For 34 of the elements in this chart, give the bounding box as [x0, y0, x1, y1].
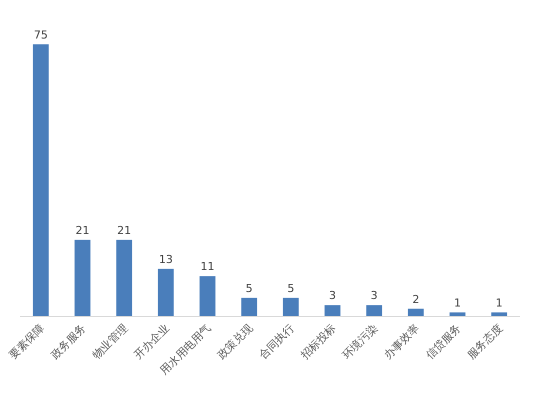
- x-tick-label: 物业管理: [90, 322, 130, 362]
- bar: [200, 276, 216, 316]
- bar: [32, 44, 49, 316]
- x-tick-label: 政务服务: [48, 322, 89, 362]
- bar: [158, 268, 174, 316]
- data-label: 21: [117, 224, 132, 237]
- data-label: 5: [246, 282, 253, 295]
- bar: [491, 312, 508, 316]
- bar: [408, 308, 424, 316]
- data-label: 3: [370, 289, 378, 302]
- bar: [116, 240, 132, 316]
- x-tick-label: 服务态度: [464, 322, 506, 362]
- x-tick-label: 政策兑现: [214, 322, 256, 362]
- data-label: 3: [329, 289, 336, 302]
- bar: [450, 312, 466, 316]
- x-tick-label: 招标投标: [298, 322, 339, 363]
- bar: [366, 305, 382, 316]
- data-label: 1: [454, 296, 461, 310]
- bar: [74, 240, 90, 316]
- bar: [282, 298, 299, 316]
- x-tick-label: 环境污染: [340, 322, 380, 362]
- x-tick-label: 信贷服务: [423, 322, 464, 362]
- data-label: 1: [496, 296, 503, 310]
- data-label: 2: [412, 292, 420, 306]
- x-tick-label: 合同执行: [256, 322, 297, 362]
- x-tick-label: 要素保障: [6, 322, 47, 362]
- data-label: 21: [76, 224, 90, 237]
- data-label: 75: [34, 28, 48, 42]
- data-label: 13: [158, 252, 173, 266]
- bar: [241, 298, 258, 316]
- bar: [324, 305, 340, 316]
- data-label: 5: [287, 282, 294, 295]
- data-label: 11: [200, 260, 214, 274]
- x-tick-label: 办事效率: [382, 322, 422, 362]
